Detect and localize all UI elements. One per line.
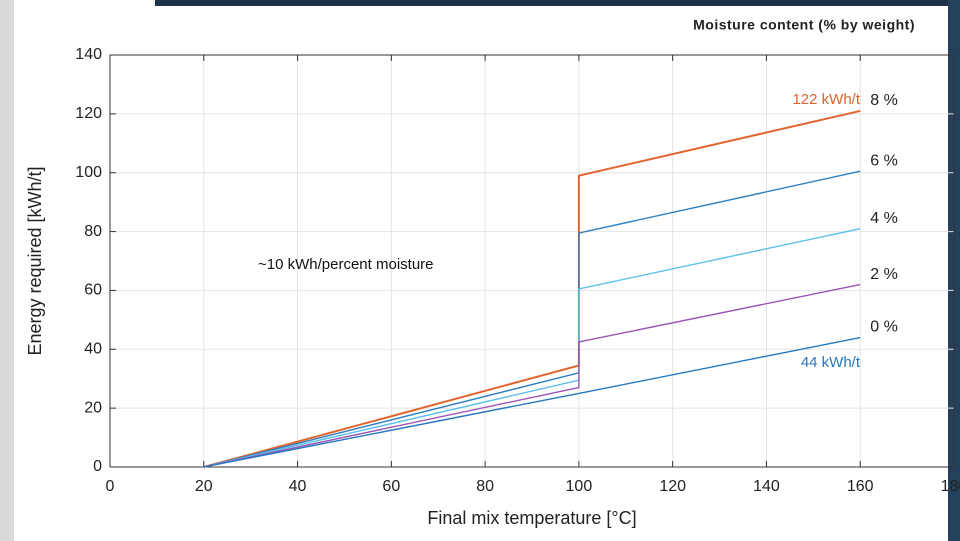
series-line bbox=[203, 227, 861, 468]
top-strip bbox=[155, 0, 960, 6]
x-tick-label: 180 bbox=[941, 478, 960, 495]
x-tick-label: 60 bbox=[382, 478, 400, 495]
series-line bbox=[203, 283, 861, 468]
annotation: 44 kWh/t bbox=[801, 354, 861, 371]
left-strip bbox=[0, 0, 14, 541]
y-tick-label: 40 bbox=[84, 341, 102, 358]
x-tick-label: 120 bbox=[659, 478, 686, 495]
y-tick-label: 100 bbox=[75, 164, 102, 181]
y-axis-label: Energy required [kWh/t] bbox=[25, 166, 45, 355]
annotation: 122 kWh/t bbox=[792, 91, 860, 108]
axis-box bbox=[109, 54, 955, 468]
chart-title: Moisture content (% by weight) bbox=[693, 17, 915, 33]
y-tick-label: 60 bbox=[84, 282, 102, 299]
series-label: 2 % bbox=[870, 266, 898, 283]
series-label: 6 % bbox=[870, 152, 898, 169]
series-label: 4 % bbox=[870, 210, 898, 227]
y-tick-label: 0 bbox=[93, 458, 102, 475]
x-tick-label: 40 bbox=[289, 478, 307, 495]
series-line bbox=[203, 336, 861, 468]
x-tick-label: 160 bbox=[847, 478, 874, 495]
y-tick-label: 20 bbox=[84, 399, 102, 416]
x-tick-label: 80 bbox=[476, 478, 494, 495]
x-tick-label: 100 bbox=[566, 478, 593, 495]
x-tick-label: 20 bbox=[195, 478, 213, 495]
x-tick-label: 0 bbox=[106, 478, 115, 495]
y-tick-label: 140 bbox=[75, 46, 102, 63]
x-axis-label: Final mix temperature [°C] bbox=[427, 508, 636, 528]
series-label: 0 % bbox=[870, 319, 898, 336]
annotation: ~10 kWh/percent moisture bbox=[258, 256, 434, 273]
y-tick-label: 80 bbox=[84, 223, 102, 240]
y-tick-label: 120 bbox=[75, 105, 102, 122]
x-tick-label: 140 bbox=[753, 478, 780, 495]
series-label: 8 % bbox=[870, 92, 898, 109]
